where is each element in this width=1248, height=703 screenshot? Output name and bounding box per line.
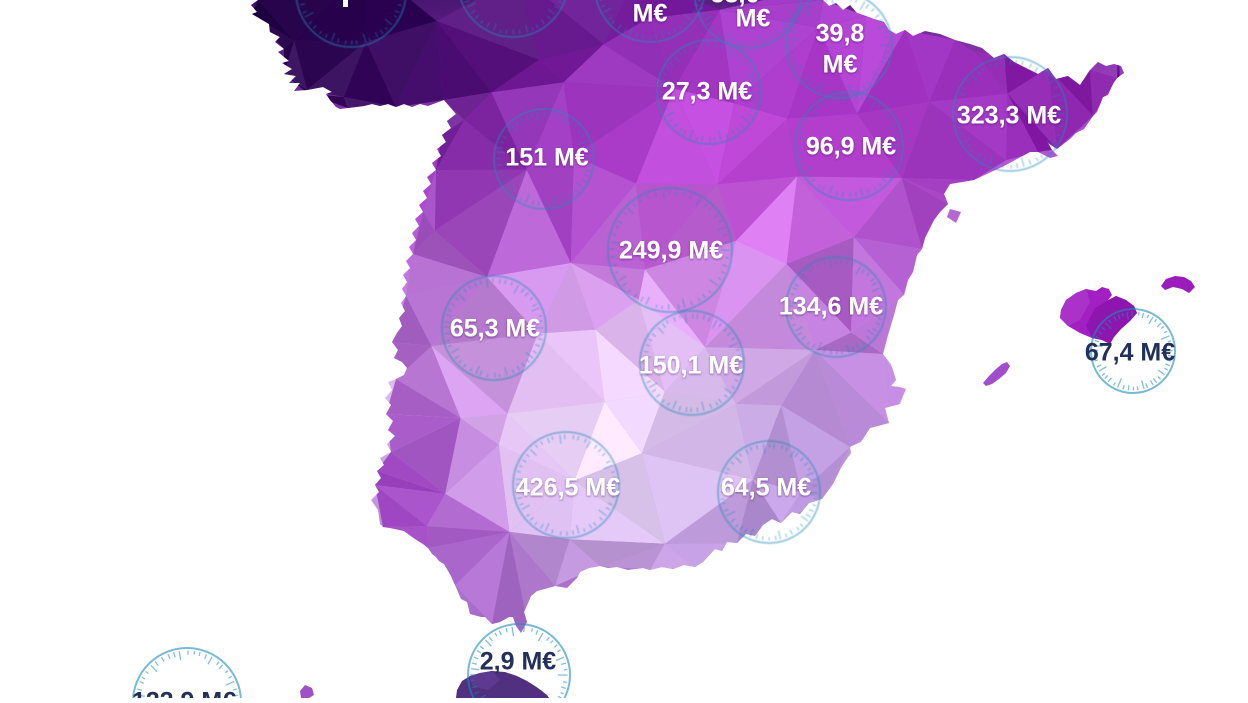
svg-text:151 M€: 151 M€: [505, 144, 588, 172]
svg-text:39,8: 39,8: [816, 20, 865, 48]
svg-text:64,5 M€: 64,5 M€: [721, 474, 811, 502]
svg-text:134,6 M€: 134,6 M€: [779, 293, 883, 321]
svg-text:150,1 M€: 150,1 M€: [639, 352, 743, 380]
svg-text:96,9 M€: 96,9 M€: [806, 133, 896, 161]
svg-text:27,3 M€: 27,3 M€: [662, 78, 752, 106]
svg-text:2,9 M€: 2,9 M€: [480, 648, 557, 676]
svg-text:M€: M€: [736, 5, 771, 33]
svg-text:122,9 M€: 122,9 M€: [132, 688, 236, 698]
svg-text:65,3 M€: 65,3 M€: [450, 315, 540, 343]
svg-text:249,9 M€: 249,9 M€: [619, 237, 723, 265]
svg-text:M€: M€: [633, 0, 668, 28]
svg-text:M€: M€: [823, 51, 858, 79]
svg-text:67,4 M€: 67,4 M€: [1085, 339, 1175, 367]
svg-text:426,5 M€: 426,5 M€: [516, 474, 620, 502]
svg-text:58,6: 58,6: [711, 0, 760, 9]
svg-text:323,3 M€: 323,3 M€: [957, 102, 1061, 130]
